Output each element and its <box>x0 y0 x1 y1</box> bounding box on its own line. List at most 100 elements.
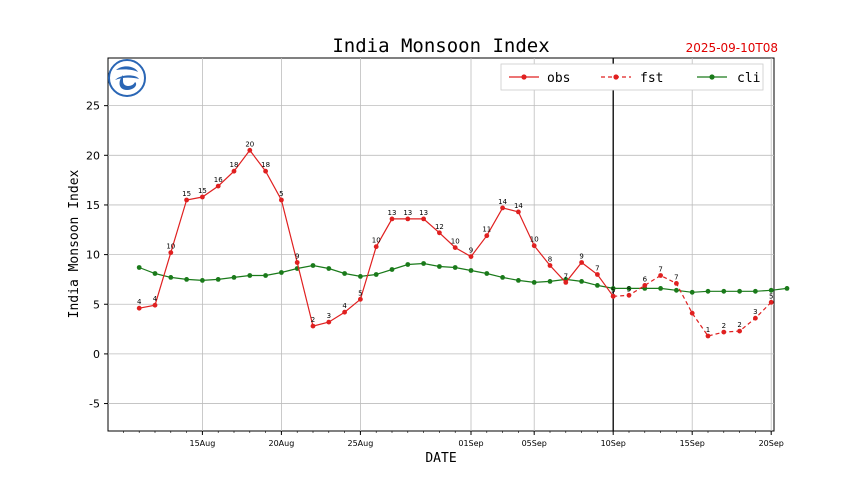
data-point-obs <box>595 272 600 277</box>
series-cli <box>136 261 790 295</box>
y-tick-label: 5 <box>93 298 100 311</box>
data-label-obs: 13 <box>388 209 397 217</box>
data-point-cli <box>626 286 632 291</box>
data-point-obs <box>563 280 569 285</box>
data-label-obs: 13 <box>419 209 428 217</box>
data-point-cli <box>437 264 442 269</box>
data-label-fst: 6 <box>643 275 648 283</box>
data-point-cli <box>610 286 616 291</box>
legend-item-fst: fst <box>601 71 663 86</box>
data-label-obs: 14 <box>514 202 523 210</box>
data-point-obs <box>373 244 379 250</box>
data-point-cli <box>721 288 727 294</box>
data-point-cli <box>279 270 284 275</box>
data-label-obs: 4 <box>342 302 347 310</box>
data-point-obs <box>421 216 426 222</box>
data-point-fst <box>674 281 679 286</box>
data-point-cli <box>421 261 426 266</box>
legend: obs fst cli <box>500 63 764 91</box>
data-point-fst <box>610 293 616 299</box>
data-point-cli <box>784 286 790 291</box>
data-label-fst: 7 <box>674 273 678 281</box>
data-point-obs <box>247 147 253 153</box>
data-point-obs <box>389 216 395 222</box>
legend-label-cli: cli <box>737 71 760 86</box>
data-point-fst <box>626 292 632 298</box>
data-point-obs <box>516 209 521 215</box>
data-point-cli <box>674 287 679 293</box>
data-point-fst <box>768 299 774 305</box>
data-point-obs <box>215 183 221 189</box>
data-point-obs <box>294 260 300 265</box>
data-label-fst: 7 <box>658 266 662 274</box>
data-label-obs: 9 <box>579 253 583 261</box>
series-line-cli <box>138 262 788 293</box>
data-point-cli <box>768 287 774 293</box>
y-tick-label: -5 <box>89 398 100 411</box>
x-tick-label: 15Aug <box>189 439 215 448</box>
data-label-obs: 5 <box>611 286 615 294</box>
data-point-cli <box>500 275 505 280</box>
data-label-obs: 3 <box>327 312 331 320</box>
data-point-obs <box>326 319 332 325</box>
data-point-cli <box>452 265 458 270</box>
chart-title: India Monsoon Index <box>332 35 549 57</box>
data-label-obs: 9 <box>295 253 299 261</box>
data-label-fst: 5 <box>627 285 631 293</box>
data-point-cli <box>705 288 711 294</box>
data-point-cli <box>184 277 190 282</box>
data-point-cli <box>405 262 411 267</box>
data-point-obs <box>231 168 237 174</box>
data-point-obs <box>136 305 142 311</box>
data-point-obs <box>579 260 584 265</box>
data-label-obs: 14 <box>498 198 507 206</box>
x-tick-label: 20Aug <box>268 439 294 448</box>
legend-item-cli: cli <box>697 71 760 86</box>
x-tick-label: 20Sep <box>759 439 784 448</box>
data-point-obs <box>200 194 205 200</box>
y-tick-label: 0 <box>93 348 100 361</box>
data-point-obs <box>468 254 474 259</box>
data-label-fst: 1 <box>706 326 710 334</box>
data-point-fst <box>721 329 727 335</box>
series-line-fst <box>613 274 772 337</box>
data-label-fst: 2 <box>737 321 741 329</box>
data-label-obs: 7 <box>595 265 599 273</box>
legend-item-obs: obs <box>509 71 570 86</box>
data-point-cli <box>263 273 268 278</box>
data-point-obs <box>279 197 284 203</box>
data-point-fst <box>737 328 742 334</box>
data-label-obs: 20 <box>245 140 254 148</box>
data-point-fst <box>689 310 695 316</box>
data-label-obs: 10 <box>530 236 539 244</box>
data-label-obs: 15 <box>198 187 207 195</box>
data-point-cli <box>516 278 521 283</box>
data-label-obs: 15 <box>182 190 191 198</box>
data-label-obs: 2 <box>311 316 315 324</box>
data-label-obs: 18 <box>230 161 239 169</box>
data-label-obs: 5 <box>279 190 283 198</box>
data-point-cli <box>373 272 379 277</box>
data-label-obs: 9 <box>469 247 473 255</box>
data-point-obs <box>405 216 411 222</box>
data-point-fst <box>642 283 648 288</box>
data-label-obs: 4 <box>153 295 158 303</box>
data-point-cli <box>737 288 742 294</box>
data-point-obs <box>263 168 268 174</box>
data-label-obs: 18 <box>261 161 270 169</box>
data-label-obs: 5 <box>358 289 362 297</box>
data-point-cli <box>358 274 363 279</box>
data-label-obs: 10 <box>166 243 175 251</box>
data-label-obs: 12 <box>435 223 444 231</box>
y-tick-label: 15 <box>86 199 100 212</box>
x-axis: 15Aug 20Aug 25Aug 01Sep 05Sep 10Sep 15Sep 20Sep <box>123 431 784 448</box>
data-point-fst <box>658 273 663 278</box>
data-point-obs <box>310 323 316 329</box>
y-axis-label: India Monsoon Index <box>67 169 82 318</box>
data-point-obs <box>547 263 553 268</box>
x-tick-label: 05Sep <box>522 439 547 448</box>
data-label-obs: 13 <box>403 209 412 217</box>
data-point-cli <box>152 271 158 276</box>
